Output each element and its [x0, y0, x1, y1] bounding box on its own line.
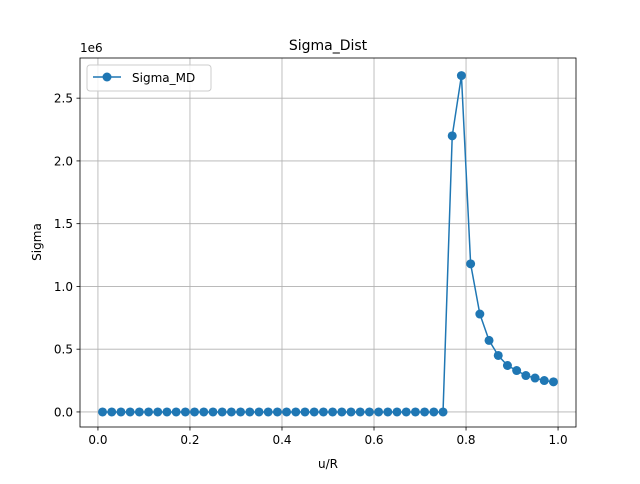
chart-title: Sigma_Dist: [289, 38, 368, 54]
data-point: [153, 407, 163, 417]
data-point: [254, 407, 264, 417]
x-tick-label: 0.6: [364, 433, 383, 447]
data-point: [502, 361, 512, 370]
data-point: [309, 407, 319, 417]
x-axis-ticks: 0.0 0.2 0.4 0.6 0.8 1.0: [88, 427, 568, 447]
data-point: [374, 407, 384, 417]
legend-box: [86, 64, 212, 92]
series-layer: [98, 71, 558, 417]
y-tick-label: 2.5: [54, 92, 73, 106]
y-axis-label: Sigma: [30, 223, 44, 261]
data-point: [226, 407, 236, 417]
data-point: [190, 407, 200, 417]
data-point: [475, 309, 485, 319]
legend-marker-swatch: [102, 72, 112, 82]
data-point: [466, 259, 476, 269]
data-point: [364, 407, 374, 417]
data-point: [144, 407, 154, 417]
y-axis-offset-label: 1e6: [80, 41, 103, 55]
data-point: [180, 407, 190, 417]
y-tick-label: 2.0: [54, 154, 73, 168]
data-point: [392, 407, 402, 417]
legend: Sigma_MD: [86, 64, 212, 92]
data-point: [410, 407, 420, 417]
y-tick-label: 0.0: [54, 405, 73, 419]
data-point: [282, 407, 292, 417]
data-point: [134, 407, 144, 417]
data-point: [548, 377, 558, 387]
y-axis-ticks: 0.0 0.5 1.0 1.5 2.0 2.5: [54, 92, 80, 419]
x-tick-label: 1.0: [549, 433, 568, 447]
x-tick-label: 0.2: [180, 433, 199, 447]
data-point: [236, 407, 246, 417]
data-point: [107, 407, 117, 417]
data-point: [98, 407, 108, 417]
data-point: [346, 407, 356, 417]
data-point: [263, 407, 273, 417]
data-point: [217, 407, 227, 417]
y-tick-label: 1.0: [54, 280, 73, 294]
data-point: [337, 407, 347, 417]
data-point: [530, 373, 540, 383]
legend-label: Sigma_MD: [132, 71, 195, 85]
data-point: [429, 407, 439, 417]
data-point: [125, 407, 135, 417]
data-point: [447, 131, 457, 141]
data-point: [438, 407, 448, 417]
x-axis-label: u/R: [318, 457, 338, 471]
data-point: [456, 71, 466, 81]
grid: [80, 58, 576, 427]
plot-frame: [79, 57, 577, 428]
data-point: [539, 376, 549, 386]
data-point: [245, 407, 255, 417]
data-point: [355, 407, 365, 417]
data-point: [291, 407, 301, 417]
data-point: [272, 407, 282, 417]
data-point: [116, 407, 126, 417]
y-tick-label: 0.5: [54, 343, 73, 357]
y-tick-label: 1.5: [54, 217, 73, 231]
x-tick-label: 0.4: [272, 433, 291, 447]
data-point: [484, 335, 494, 345]
data-point: [208, 407, 218, 417]
data-point: [328, 407, 338, 417]
data-point: [199, 407, 209, 417]
data-point: [401, 407, 411, 417]
x-tick-label: 0.0: [88, 433, 107, 447]
data-point: [171, 407, 181, 417]
data-point: [383, 407, 393, 417]
data-point: [318, 407, 328, 417]
data-point: [300, 407, 310, 417]
data-point: [420, 407, 430, 417]
x-tick-label: 0.8: [456, 433, 475, 447]
data-point: [512, 366, 522, 376]
data-point: [521, 371, 531, 381]
data-point: [493, 350, 503, 360]
data-point: [162, 407, 172, 417]
